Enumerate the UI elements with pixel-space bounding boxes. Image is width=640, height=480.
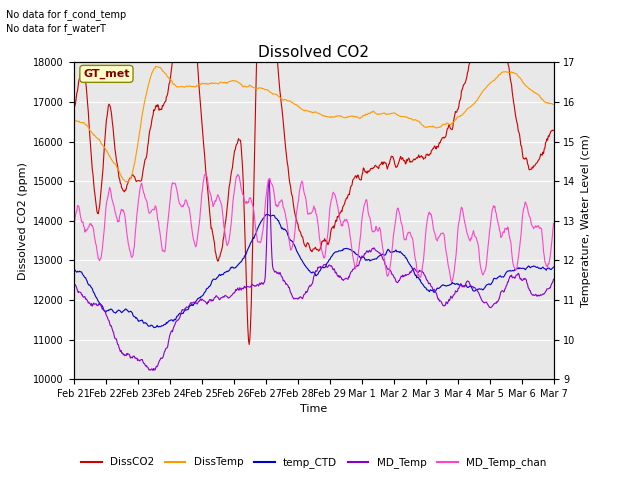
Text: No data for f_waterT: No data for f_waterT — [6, 23, 106, 34]
Y-axis label: Dissolved CO2 (ppm): Dissolved CO2 (ppm) — [17, 162, 28, 280]
Text: No data for f_cond_temp: No data for f_cond_temp — [6, 9, 127, 20]
Title: Dissolved CO2: Dissolved CO2 — [258, 45, 369, 60]
Legend: DissCO2, DissTemp, temp_CTD, MD_Temp, MD_Temp_chan: DissCO2, DissTemp, temp_CTD, MD_Temp, MD… — [77, 453, 550, 472]
Y-axis label: Temperature, Water Level (cm): Temperature, Water Level (cm) — [581, 134, 591, 307]
Text: GT_met: GT_met — [83, 69, 130, 79]
X-axis label: Time: Time — [300, 405, 327, 414]
